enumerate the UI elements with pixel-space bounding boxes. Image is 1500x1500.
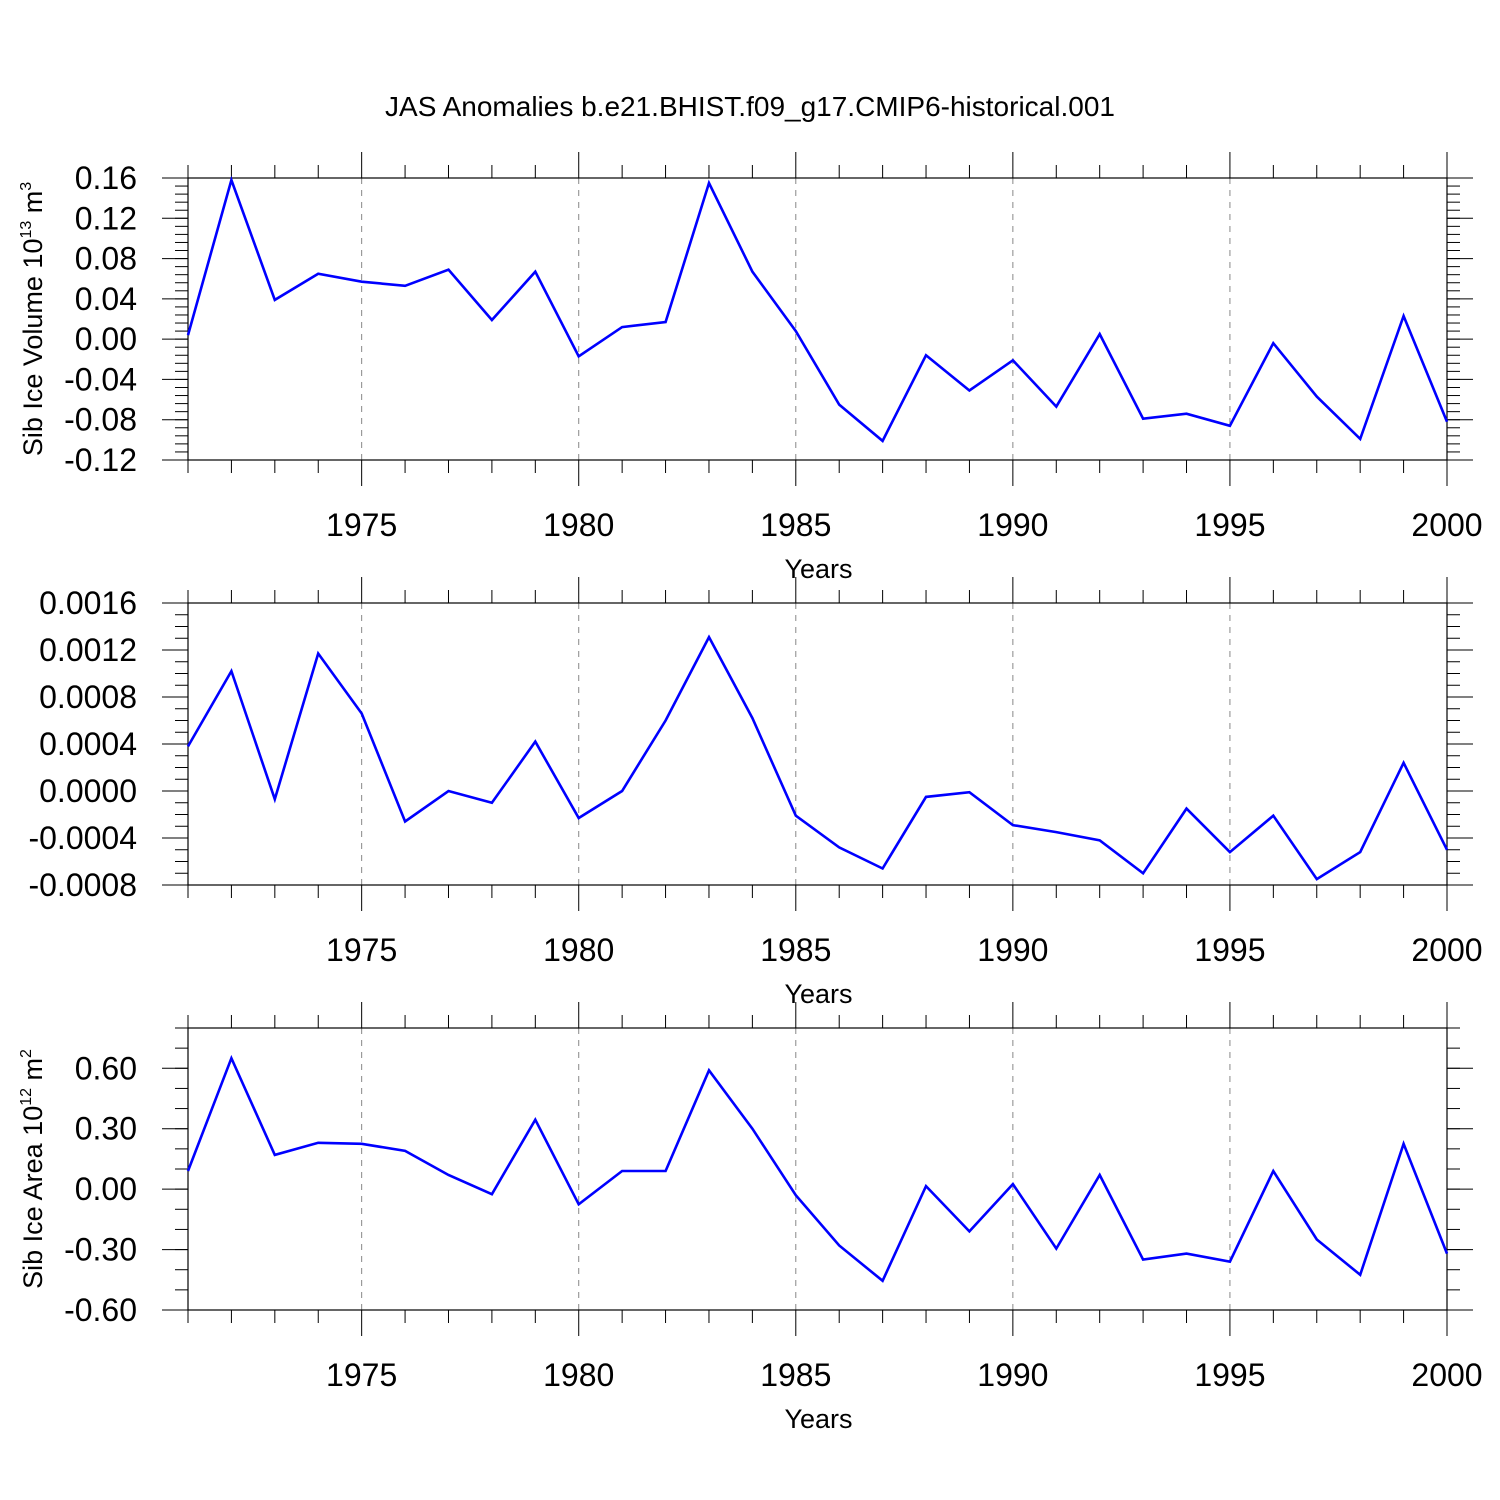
y-tick-label: 0.00	[75, 1171, 137, 1207]
x-tick-label: 2000	[1411, 1357, 1482, 1393]
panel-ice-volume: 1975 1980 1985 1990 1995 2000 Years -0.12 -0.08 -…	[18, 152, 1483, 584]
x-tick-label: 1975	[326, 932, 397, 968]
x-tick-label: 1990	[977, 1357, 1048, 1393]
x-tick-label: 1980	[543, 1357, 614, 1393]
x-axis-label: Years	[784, 1404, 852, 1434]
plot-frame	[187, 1027, 1448, 1311]
plot-frame	[187, 602, 1448, 886]
series-line	[186, 175, 1449, 443]
y-axis-label: Sib Ice Volume 1013 m3	[18, 182, 48, 456]
y-tick-label: 0.0004	[39, 726, 137, 762]
x-tick-label: 1995	[1194, 932, 1265, 968]
x-tick-label: 1980	[543, 932, 614, 968]
y-tick-label: -0.12	[64, 442, 137, 478]
plot-frame	[187, 177, 1448, 461]
y-tick-label: 0.0000	[39, 773, 137, 809]
x-tick-label: 1975	[326, 507, 397, 543]
x-tick-label: 1995	[1194, 1357, 1265, 1393]
panel-ice-area: 1975 1980 1985 1990 1995 2000 Years -0.60 -0.30 0…	[18, 1002, 1483, 1434]
y-tick-label: 0.08	[75, 241, 137, 277]
y-tick-label: 0.30	[75, 1111, 137, 1147]
panel-snow-volume: 1975 1980 1985 1990 1995 2000 Years -0.0008 -0.0…	[28, 577, 1483, 1009]
chart-title: JAS Anomalies b.e21.BHIST.f09_g17.CMIP6-…	[385, 91, 1115, 122]
x-tick-label: 1995	[1194, 507, 1265, 543]
y-tick-label: 0.60	[75, 1050, 137, 1086]
x-tick-label: 1985	[760, 932, 831, 968]
y-tick-label: 0.12	[75, 200, 137, 236]
y-tick-label: 0.00	[75, 321, 137, 357]
x-axis-label: Years	[784, 979, 852, 1009]
y-tick-label: -0.0008	[28, 867, 137, 903]
x-tick-label: 2000	[1411, 932, 1482, 968]
y-tick-label: -0.08	[64, 402, 137, 438]
y-axis-label: Sib Ice Area 1012 m2	[18, 1049, 48, 1289]
series-line	[186, 634, 1449, 881]
y-tick-label: 0.16	[75, 160, 137, 196]
y-tick-label: -0.0004	[28, 820, 137, 856]
x-tick-label: 1990	[977, 932, 1048, 968]
x-tick-label: 1975	[326, 1357, 397, 1393]
x-tick-label: 1985	[760, 507, 831, 543]
series-line	[186, 1054, 1449, 1283]
x-axis-label: Years	[784, 554, 852, 584]
x-tick-label: 2000	[1411, 507, 1482, 543]
y-tick-label: 0.04	[75, 281, 137, 317]
y-tick-label: 0.0012	[39, 632, 137, 668]
y-tick-label: 0.0016	[39, 585, 137, 621]
y-tick-label: -0.30	[64, 1232, 137, 1268]
x-tick-label: 1980	[543, 507, 614, 543]
y-tick-label: 0.0008	[39, 679, 137, 715]
y-tick-label: -0.04	[64, 361, 137, 397]
y-tick-label: -0.60	[64, 1292, 137, 1328]
x-tick-label: 1985	[760, 1357, 831, 1393]
x-tick-label: 1990	[977, 507, 1048, 543]
